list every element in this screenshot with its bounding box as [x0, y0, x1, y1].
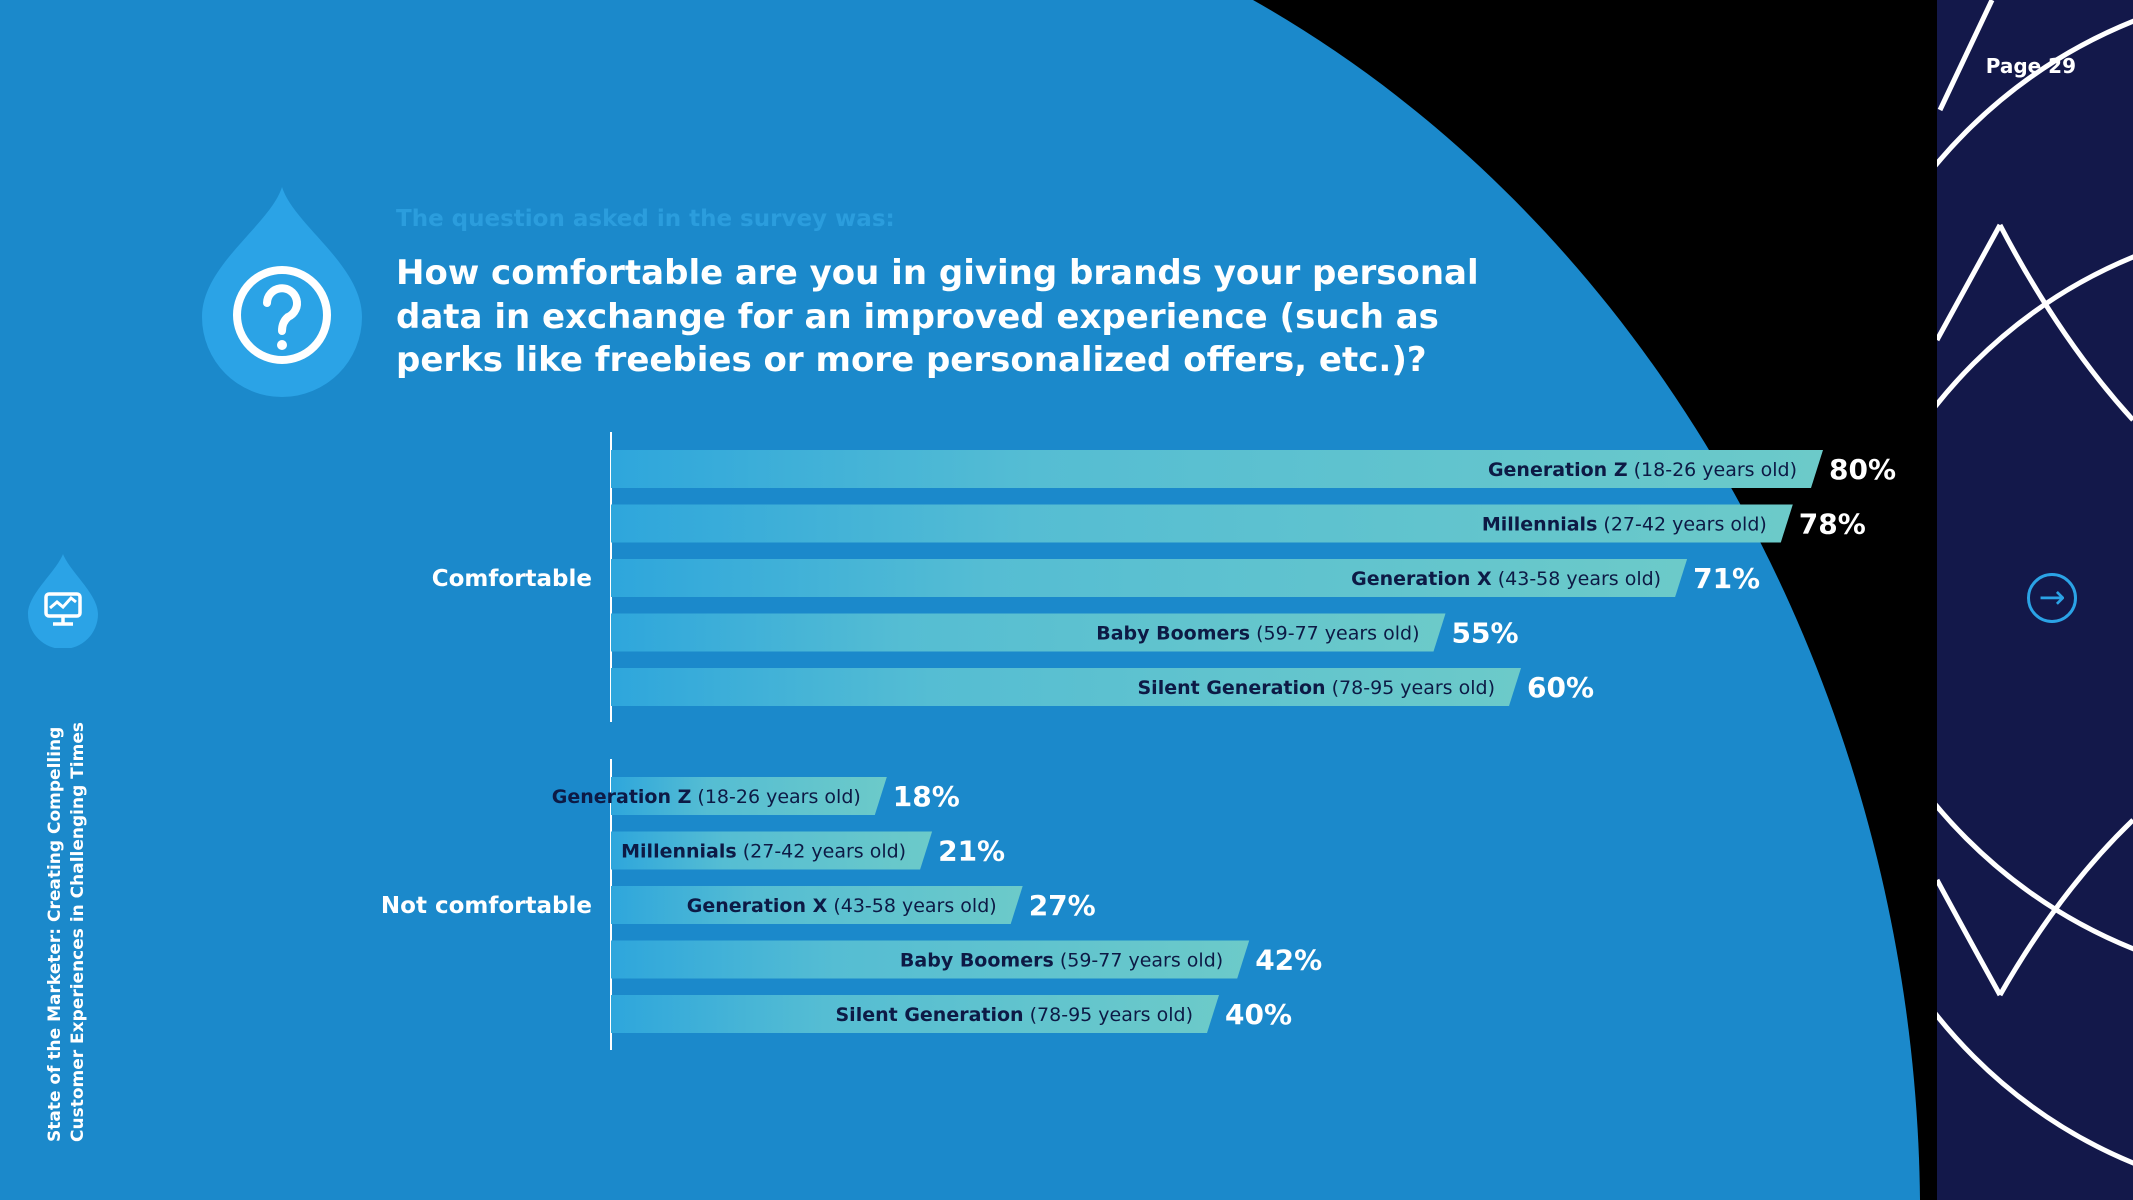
bar-label: Millennials (27-42 years old)	[1482, 514, 1767, 536]
value-label: 42%	[1255, 944, 1322, 977]
age-range: (59-77 years old)	[1054, 950, 1223, 972]
age-range: (18-26 years old)	[1628, 459, 1797, 481]
bar	[611, 777, 887, 815]
generation-name: Baby Boomers	[900, 950, 1054, 972]
page-number: Page 29	[1985, 54, 2076, 78]
bar	[611, 831, 933, 870]
bar-label: Baby Boomers (59-77 years old)	[900, 950, 1223, 972]
question-text: How comfortable are you in giving brands…	[396, 253, 1479, 380]
value-label: 40%	[1225, 998, 1292, 1031]
bar	[611, 995, 1219, 1033]
bar	[611, 450, 1823, 488]
bar	[611, 613, 1446, 652]
bar-label: Millennials (27-42 years old)	[621, 841, 906, 863]
generation-name: Generation X	[1351, 568, 1492, 590]
blue-background-arc	[0, 0, 1920, 1200]
generation-name: Baby Boomers	[1096, 623, 1250, 645]
next-page-button[interactable]: →	[2027, 573, 2077, 623]
age-range: (18-26 years old)	[691, 786, 860, 808]
panel-arc-right-bottom	[1997, 818, 2133, 997]
value-label: 80%	[1829, 453, 1896, 486]
age-range: (59-77 years old)	[1250, 623, 1419, 645]
value-label: 60%	[1527, 671, 1594, 704]
bar-label: Generation X (43-58 years old)	[687, 895, 997, 917]
panel-arc-right-top	[1997, 223, 2133, 422]
age-range: (43-58 years old)	[827, 895, 996, 917]
arrow-right-circle-icon: →	[2038, 578, 2066, 616]
bar-label: Generation X (43-58 years old)	[1351, 568, 1661, 590]
bar-label: Silent Generation (78-95 years old)	[836, 1004, 1194, 1026]
panel-arc-left-top	[1937, 223, 2003, 342]
bar	[611, 668, 1521, 706]
question-intro: The question asked in the survey was:	[396, 206, 895, 232]
panel-arc-left-bottom	[1937, 878, 2003, 997]
value-label: 71%	[1693, 562, 1760, 595]
monitor-chart-icon	[28, 554, 98, 648]
bar-label: Baby Boomers (59-77 years old)	[1096, 623, 1419, 645]
age-range: (78-95 years old)	[1024, 1004, 1193, 1026]
panel-diagonal-line	[1937, 0, 1995, 112]
bar	[611, 504, 1793, 543]
generation-name: Millennials	[1482, 514, 1598, 536]
value-label: 78%	[1799, 508, 1866, 541]
category-label: Not comfortable	[381, 893, 592, 919]
bar-label: Silent Generation (78-95 years old)	[1138, 677, 1496, 699]
generation-name: Generation X	[687, 895, 828, 917]
value-label: 27%	[1029, 889, 1096, 922]
generation-name: Millennials	[621, 841, 737, 863]
bar	[611, 559, 1688, 597]
category-label: Comfortable	[432, 566, 592, 592]
generation-name: Generation Z	[1488, 459, 1628, 481]
bar	[611, 886, 1023, 924]
value-label: 18%	[893, 780, 960, 813]
value-label: 55%	[1452, 617, 1519, 650]
age-range: (78-95 years old)	[1326, 677, 1495, 699]
bar-label: Generation Z (18-26 years old)	[1488, 459, 1797, 481]
age-range: (27-42 years old)	[1597, 514, 1766, 536]
generation-name: Silent Generation	[1138, 677, 1326, 699]
generation-name: Silent Generation	[836, 1004, 1024, 1026]
bar	[611, 940, 1250, 979]
age-range: (43-58 years old)	[1492, 568, 1661, 590]
age-range: (27-42 years old)	[737, 841, 906, 863]
question-mark-icon	[202, 187, 362, 397]
generation-name: Generation Z	[552, 786, 692, 808]
bar-label: Generation Z (18-26 years old)	[552, 786, 861, 808]
value-label: 21%	[938, 835, 1005, 868]
